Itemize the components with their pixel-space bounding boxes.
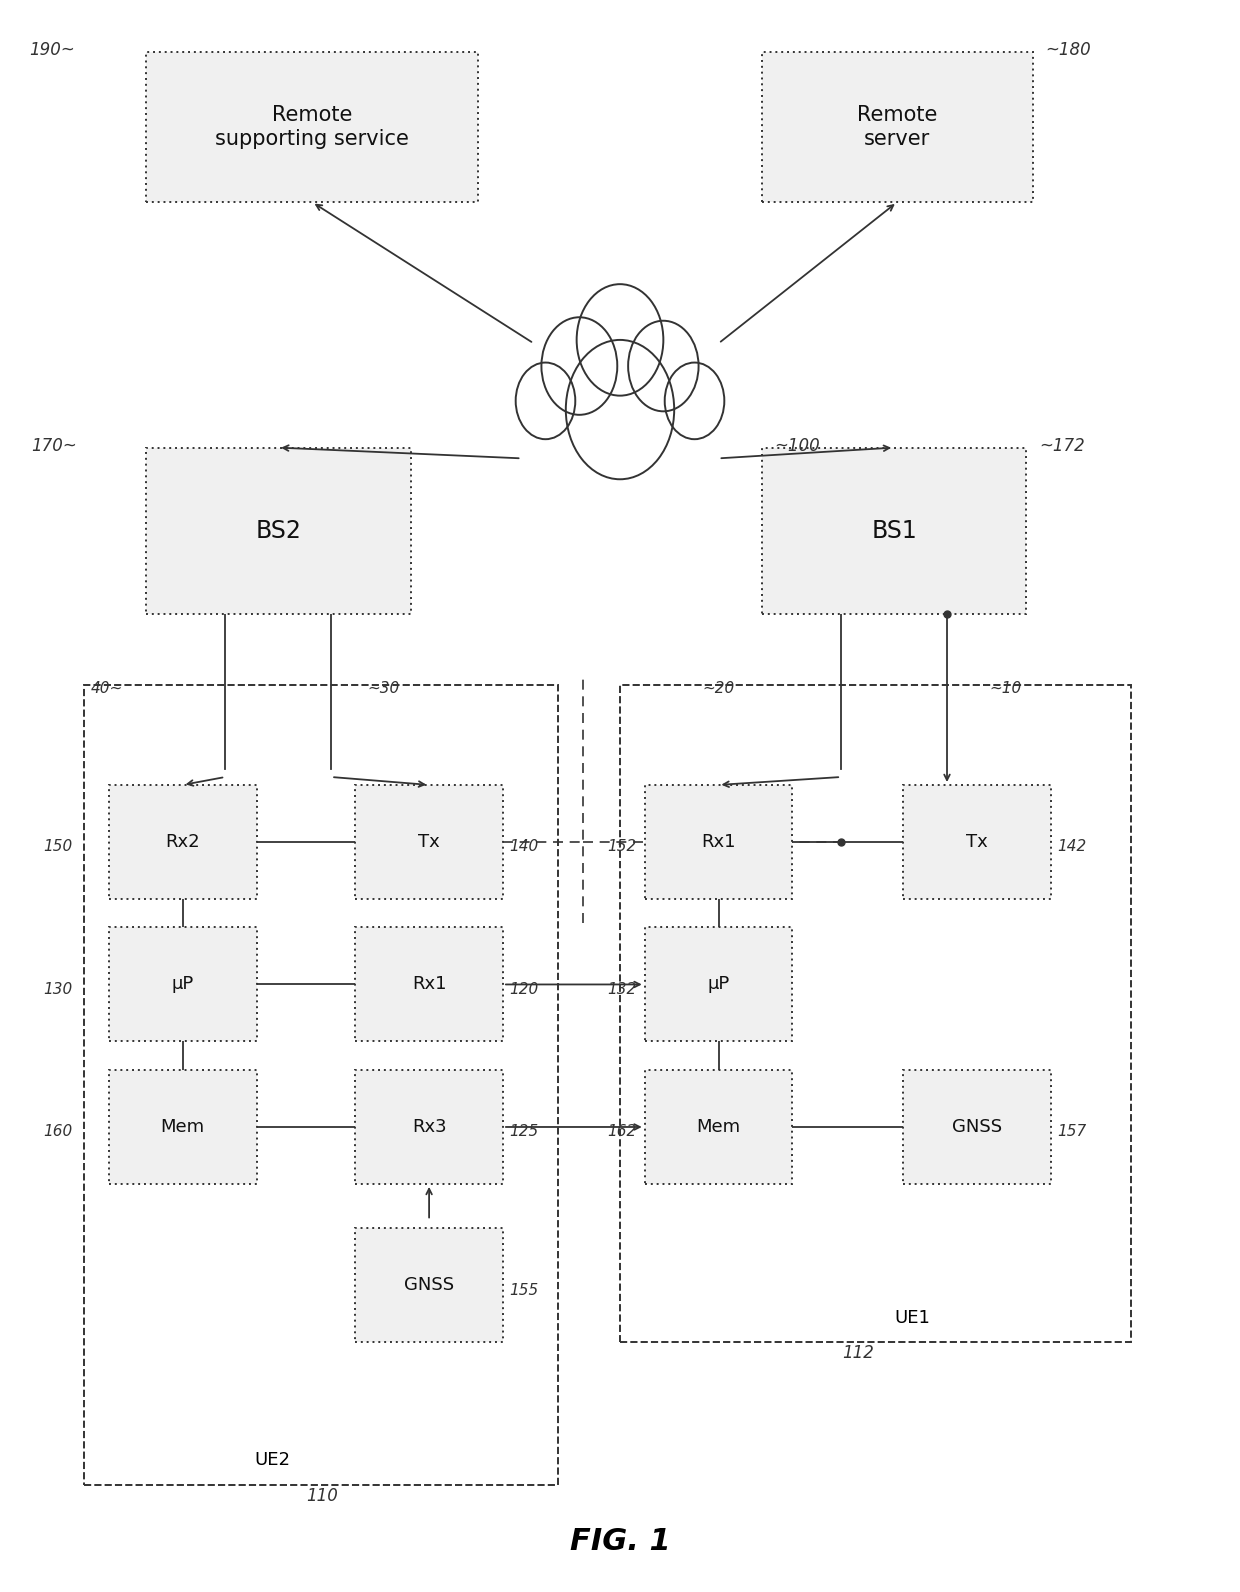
Text: μP: μP [171,976,193,993]
FancyBboxPatch shape [109,1070,257,1184]
Text: 160: 160 [43,1124,73,1140]
Circle shape [577,283,663,396]
Circle shape [665,363,724,439]
Text: BS2: BS2 [255,519,301,543]
FancyBboxPatch shape [109,928,257,1041]
Text: 40~: 40~ [91,681,123,696]
Text: GNSS: GNSS [404,1277,454,1294]
Text: ~10: ~10 [990,681,1022,696]
Text: 162: 162 [608,1124,637,1140]
FancyBboxPatch shape [146,447,410,615]
Circle shape [565,341,675,479]
Text: 157: 157 [1058,1124,1086,1140]
Text: 142: 142 [1058,839,1086,855]
Text: ~20: ~20 [703,681,735,696]
Circle shape [542,317,618,416]
Text: 112: 112 [842,1344,873,1363]
Text: ~180: ~180 [1045,41,1091,59]
Circle shape [516,363,575,439]
FancyBboxPatch shape [146,51,479,202]
Text: Rx1: Rx1 [702,833,735,852]
FancyBboxPatch shape [645,785,792,899]
FancyBboxPatch shape [903,785,1052,899]
Text: ~30: ~30 [367,681,399,696]
Text: Mem: Mem [161,1118,205,1137]
Text: 125: 125 [510,1124,538,1140]
Circle shape [629,320,698,411]
Text: 170~: 170~ [31,436,77,455]
Text: 110: 110 [306,1487,337,1504]
Text: 152: 152 [608,839,637,855]
FancyBboxPatch shape [355,928,503,1041]
FancyBboxPatch shape [903,1070,1052,1184]
Text: 120: 120 [510,982,538,997]
Text: 155: 155 [510,1283,538,1297]
Text: Rx1: Rx1 [412,976,446,993]
Text: Mem: Mem [697,1118,740,1137]
FancyBboxPatch shape [355,1229,503,1342]
Text: Tx: Tx [966,833,988,852]
Text: Rx2: Rx2 [165,833,200,852]
Text: Remote
server: Remote server [857,105,937,148]
Text: GNSS: GNSS [952,1118,1002,1137]
Text: 130: 130 [43,982,73,997]
Text: Tx: Tx [418,833,440,852]
Text: 150: 150 [43,839,73,855]
Text: 140: 140 [510,839,538,855]
Text: μP: μP [707,976,729,993]
Text: UE2: UE2 [254,1450,290,1469]
Text: UE1: UE1 [894,1309,930,1326]
FancyBboxPatch shape [761,51,1033,202]
Text: Remote
supporting service: Remote supporting service [216,105,409,148]
FancyBboxPatch shape [761,447,1027,615]
FancyBboxPatch shape [109,785,257,899]
FancyBboxPatch shape [355,1070,503,1184]
FancyBboxPatch shape [645,928,792,1041]
Text: ~100: ~100 [774,436,820,455]
Text: Rx3: Rx3 [412,1118,446,1137]
Text: 132: 132 [608,982,637,997]
Text: 190~: 190~ [29,41,74,59]
Text: FIG. 1: FIG. 1 [569,1527,671,1555]
FancyBboxPatch shape [645,1070,792,1184]
Text: ~172: ~172 [1039,436,1085,455]
FancyBboxPatch shape [355,785,503,899]
Text: BS1: BS1 [872,519,916,543]
